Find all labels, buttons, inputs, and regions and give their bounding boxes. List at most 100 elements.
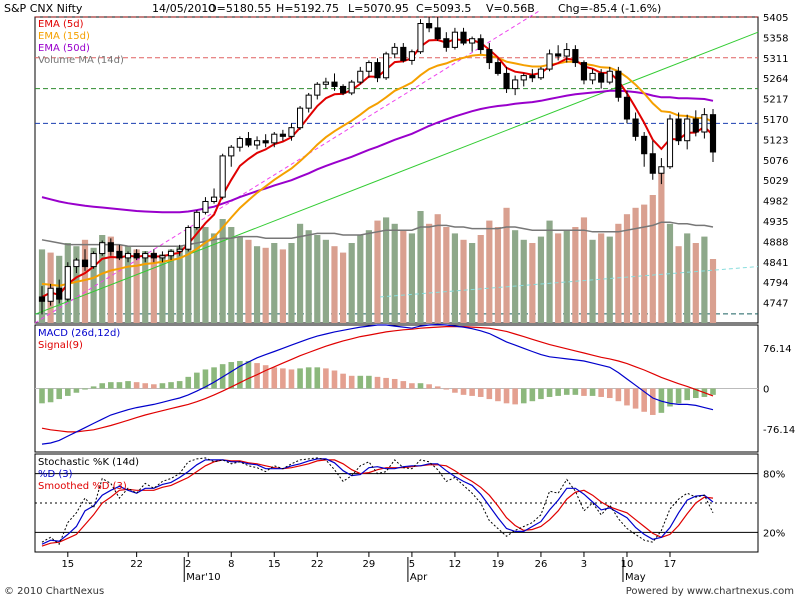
volume-bar (150, 252, 157, 323)
macd-histogram-bar (82, 388, 88, 390)
candle-up (417, 23, 424, 53)
macd-histogram-bar (99, 383, 106, 389)
candle-up (520, 75, 527, 81)
price-y-tick-label: 4841 (763, 258, 788, 269)
trend-lines (34, 10, 759, 324)
candle-down (107, 242, 114, 252)
volume-bar (219, 219, 226, 323)
candle-up (236, 138, 243, 148)
candle-up (701, 114, 708, 133)
volume-bar (339, 252, 347, 323)
volume-bar (417, 211, 424, 323)
price-legend-entry: EMA (5d) (38, 19, 84, 30)
candle-up (142, 253, 149, 259)
volume-bar (271, 243, 278, 323)
macd-histogram-bar (357, 375, 364, 389)
price-y-tick-label: 5170 (763, 115, 788, 126)
candle-down (615, 70, 622, 98)
macd-histogram-bar (168, 382, 174, 389)
candle-down (279, 133, 286, 137)
macd-histogram-bar (348, 375, 355, 389)
x-tick-label: 26 (535, 559, 548, 570)
macd-histogram-bar (176, 381, 183, 389)
price-y-tick-label: 5029 (763, 176, 788, 187)
volume-bar (228, 227, 235, 323)
candle-up (99, 242, 106, 255)
candle-down (709, 114, 717, 153)
volume-bar (503, 207, 510, 323)
candle-down (503, 72, 510, 90)
volume-bar (434, 214, 441, 323)
price-header-field: O=5180.55 (208, 2, 271, 15)
candle-up (210, 196, 218, 202)
macd-histogram-bar (486, 388, 493, 400)
macd-histogram-bar (116, 382, 123, 389)
x-tick-label: 2 (185, 559, 191, 570)
volume-bar (546, 220, 553, 323)
macd-histogram-bar (581, 388, 587, 396)
candle-up (64, 266, 71, 300)
macd-histogram-bar (366, 375, 372, 389)
macd-histogram-bar (417, 383, 424, 389)
candle-up (228, 146, 235, 157)
macd-histogram-bar (563, 388, 570, 395)
price-y-tick-label: 5123 (763, 135, 788, 146)
candle-up (589, 72, 596, 81)
volume-bar (99, 235, 106, 323)
macd-histogram-bar (555, 388, 561, 396)
volume-bar (572, 227, 579, 323)
candle-up (296, 107, 304, 129)
macd-histogram-bar (460, 388, 467, 395)
macd-histogram-bar (90, 386, 97, 389)
candle-down (675, 118, 682, 142)
volume-bar (202, 227, 209, 323)
macd-histogram-bar (710, 388, 716, 395)
macd-histogram-bar (305, 367, 312, 389)
candle-down (56, 287, 63, 300)
candle-up (90, 253, 97, 268)
price-y-tick-label: 5264 (763, 74, 788, 85)
candle-up (288, 127, 295, 137)
candle-up (658, 166, 665, 174)
macd-y-tick-label: -76.14 (763, 425, 795, 436)
volume-bar (107, 236, 114, 323)
macd-histogram-bar (211, 367, 217, 389)
volume-bar (537, 236, 545, 323)
x-month-label: Apr (410, 572, 428, 583)
macd-histogram-bar (237, 360, 243, 389)
volume-bar (451, 233, 459, 323)
candle-up (365, 62, 372, 72)
volume-bar (606, 236, 613, 323)
macd-histogram-bar (39, 388, 45, 404)
candle-up (357, 70, 364, 83)
volume-bar (193, 223, 200, 323)
volume-bar (494, 227, 502, 323)
macd-histogram-bar (383, 377, 389, 389)
macd-histogram-bar (391, 378, 398, 389)
macd-histogram-bar (495, 388, 501, 402)
price-header-field: Chg=-85.4 (-1.6%) (558, 2, 661, 15)
macd-histogram-bar (142, 383, 149, 389)
footer-copyright: © 2010 ChartNexus (4, 586, 105, 597)
macd-signal-line (41, 326, 714, 433)
volume-bar (314, 235, 321, 323)
macd-histogram-bar (667, 388, 673, 407)
x-month-label: Mar'10 (186, 572, 220, 583)
macd-histogram-bar (73, 388, 80, 393)
candle-down (116, 250, 123, 259)
macd-histogram-bar (426, 384, 432, 389)
volume-bar (357, 235, 364, 323)
macd-histogram-bar (297, 368, 303, 389)
candle-down (692, 118, 699, 133)
macd-histogram-bar (185, 376, 192, 389)
macd-histogram-bar (641, 388, 647, 412)
volume-bar (641, 204, 648, 323)
volume-bar (253, 246, 261, 323)
macd-histogram-bar (572, 388, 579, 395)
price-header-field: L=5070.95 (348, 2, 409, 15)
stochastic-panel (35, 457, 758, 547)
candle-up (322, 81, 329, 85)
volume-bar (632, 207, 639, 323)
candle-up (391, 46, 398, 55)
